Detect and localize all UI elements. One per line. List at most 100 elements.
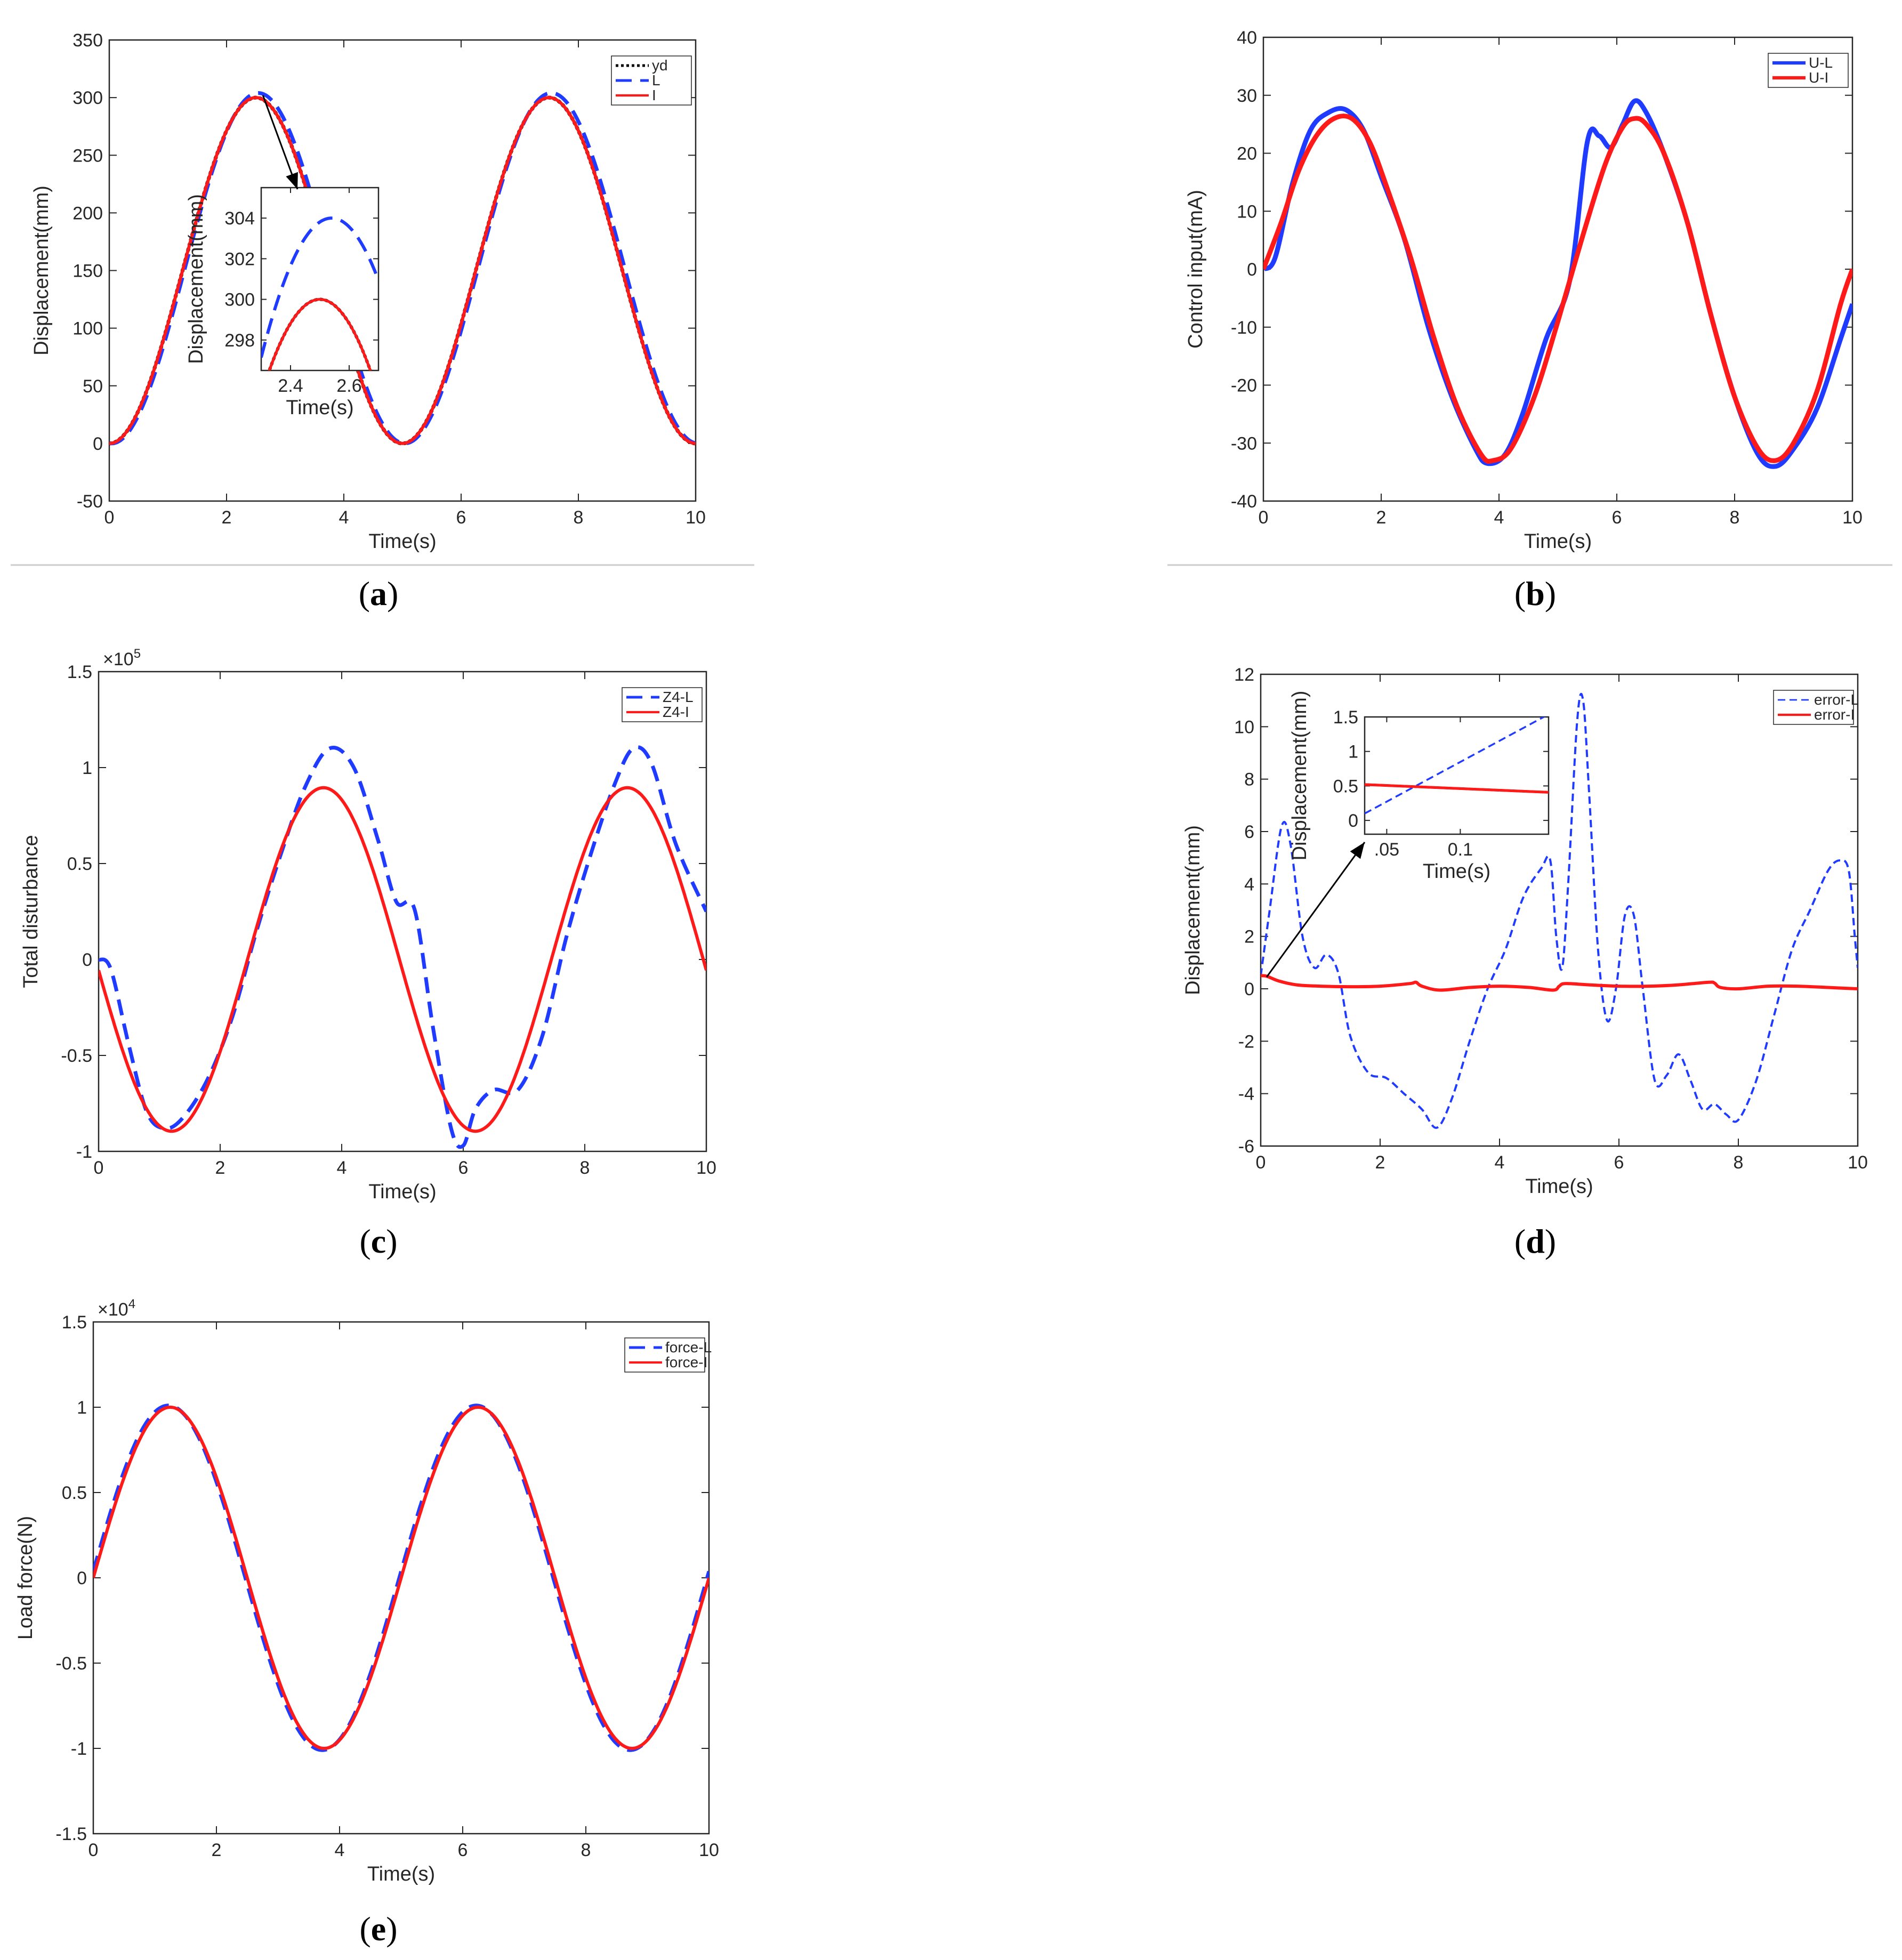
x-axis-label: Time(s) bbox=[368, 1181, 436, 1203]
inset-d: .05 0.1 0 0.5 1 1.5 Time(s) Displacement(mm) bbox=[1288, 691, 1550, 883]
caption-letter: a bbox=[370, 575, 387, 612]
legend-label-error-L: error-L bbox=[1814, 691, 1859, 708]
legend-label-Z4-L: Z4-L bbox=[663, 689, 694, 705]
y-tick-label: 6 bbox=[1244, 822, 1254, 842]
caption-paren-open: ( bbox=[359, 1222, 370, 1260]
y-tick-label: 30 bbox=[1237, 86, 1257, 106]
x-tick-label: 4 bbox=[335, 1840, 345, 1860]
caption-letter: e bbox=[371, 1910, 386, 1948]
axes-box-a bbox=[108, 39, 697, 502]
y-tick-label: 0.5 bbox=[1333, 776, 1358, 796]
caption-paren-close: ) bbox=[1545, 1222, 1556, 1260]
legend-label-error-I: error-I bbox=[1814, 706, 1855, 723]
series-line-error-L bbox=[1261, 692, 1858, 1129]
y-axis-label: Total disturbance bbox=[20, 835, 42, 988]
y-axis-label: Displacement(mm) bbox=[1288, 691, 1311, 861]
x-axis-label: Time(s) bbox=[1423, 860, 1490, 883]
legend-label-Z4-I: Z4-I bbox=[663, 704, 689, 720]
y-axis-label: Control input(mA) bbox=[1184, 190, 1207, 349]
legend-label-force-L: force-L bbox=[665, 1339, 712, 1356]
zoom-arrow-d bbox=[1266, 842, 1366, 978]
y-tick-label: 0 bbox=[93, 434, 103, 454]
x-tick-label: 0 bbox=[1256, 1152, 1266, 1173]
x-tick-label: 8 bbox=[1730, 507, 1740, 528]
axes-box-c bbox=[98, 671, 707, 1152]
series-line-L bbox=[261, 216, 378, 358]
x-tick-label: 2 bbox=[1375, 1152, 1385, 1173]
x-tick-label: 10 bbox=[1842, 507, 1863, 528]
legend-box-d bbox=[1773, 690, 1854, 725]
legend-box-b bbox=[1768, 53, 1849, 88]
y-tick-label: 304 bbox=[224, 208, 255, 229]
y-tick-label: 1 bbox=[1348, 742, 1358, 762]
y-tick-label: -1 bbox=[76, 1142, 92, 1162]
subplot-b: 0 2 4 6 8 10 -40 -30 -20 -10 0 10 20 30 40 Time(s) Contr… bbox=[1184, 28, 1863, 612]
x-tick-label: 6 bbox=[458, 1158, 469, 1178]
y-tick-label: 8 bbox=[1244, 770, 1254, 790]
y-tick-label: 0 bbox=[1244, 979, 1254, 999]
x-tick-label: 2.6 bbox=[336, 376, 361, 396]
caption-letter: c bbox=[371, 1222, 386, 1260]
y-axis-label: Displacement(mm) bbox=[185, 194, 207, 364]
series-line-Z4-I bbox=[99, 786, 706, 1133]
y-tick-label: -50 bbox=[77, 491, 103, 512]
multiplier-exponent: 4 bbox=[128, 1297, 135, 1311]
y-tick-label: 2 bbox=[1244, 927, 1254, 947]
caption-c: (c) bbox=[359, 1222, 397, 1260]
y-tick-label: -30 bbox=[1231, 433, 1257, 454]
zoom-arrow-d-head bbox=[1350, 842, 1365, 859]
x-tick-label: 6 bbox=[1612, 507, 1622, 528]
subplot-e: 0 2 4 6 8 10 -1.5 -1 -0.5 0 0.5 1 1.5 Time(s) Load for… bbox=[14, 1297, 719, 1948]
y-tick-label: 150 bbox=[72, 261, 103, 281]
series-line-U-I bbox=[1263, 114, 1852, 464]
y-tick-label: -40 bbox=[1231, 491, 1257, 512]
x-tick-label: 0 bbox=[88, 1840, 99, 1860]
caption-b: (b) bbox=[1514, 575, 1556, 612]
legend-label-force-I: force-I bbox=[665, 1354, 707, 1370]
y-tick-label: 200 bbox=[72, 203, 103, 223]
x-tick-label: 10 bbox=[686, 507, 706, 528]
y-tick-label: 10 bbox=[1237, 201, 1257, 222]
y-tick-label: 350 bbox=[72, 30, 103, 51]
legend-label-L: L bbox=[652, 72, 660, 88]
x-tick-label: 2 bbox=[1376, 507, 1387, 528]
y-tick-label: 1 bbox=[77, 1398, 87, 1418]
legend-box-e bbox=[624, 1337, 705, 1373]
y-tick-label: 1.5 bbox=[67, 662, 92, 682]
y-tick-label: 20 bbox=[1237, 144, 1257, 164]
y-tick-label: 4 bbox=[1244, 874, 1254, 894]
series-line-error-I bbox=[1261, 974, 1858, 992]
series-line-I bbox=[268, 298, 372, 370]
caption-paren-close: ) bbox=[386, 1222, 397, 1260]
x-tick-label: 2.4 bbox=[278, 376, 303, 396]
caption-paren-close: ) bbox=[387, 575, 398, 612]
legend-label-U-L: U-L bbox=[1809, 54, 1833, 71]
zoom-arrow-a-head bbox=[286, 172, 298, 189]
caption-e: (e) bbox=[359, 1910, 397, 1948]
y-tick-label: 300 bbox=[224, 290, 255, 310]
x-tick-label: 8 bbox=[581, 1840, 591, 1860]
subplot-d: 0 2 4 6 8 10-6-4-2024681012Time(s)Displacemen… bbox=[1182, 665, 1868, 1260]
x-tick-label: .05 bbox=[1374, 840, 1399, 860]
y-tick-label: 298 bbox=[224, 330, 255, 351]
y-tick-label: 0 bbox=[1348, 811, 1358, 831]
y-tick-label: 300 bbox=[72, 88, 103, 108]
caption-letter: b bbox=[1526, 575, 1545, 612]
multiplier-exponent: 5 bbox=[134, 647, 141, 661]
multiplier-base: ×10 bbox=[103, 649, 134, 670]
x-tick-label: 4 bbox=[1494, 507, 1504, 528]
x-tick-label: 0 bbox=[104, 507, 115, 528]
x-tick-label: 8 bbox=[1734, 1152, 1744, 1173]
axis-multiplier-c: ×105 bbox=[103, 647, 141, 670]
x-tick-label: 0.1 bbox=[1448, 840, 1473, 860]
y-tick-label: 1 bbox=[82, 758, 92, 778]
x-tick-label: 6 bbox=[1614, 1152, 1624, 1173]
y-tick-label: 0.5 bbox=[67, 854, 92, 874]
y-tick-label: -10 bbox=[1231, 318, 1257, 338]
y-tick-label: -1 bbox=[71, 1739, 87, 1759]
caption-paren-open: ( bbox=[1514, 1222, 1526, 1260]
subplot-c: 0 2 4 6 8 10 -1 -0.5 0 0.5 1 1.5 Time(s) Total distur… bbox=[20, 647, 716, 1260]
series-line-Z4-L bbox=[99, 745, 706, 1149]
y-tick-label: 100 bbox=[72, 319, 103, 339]
